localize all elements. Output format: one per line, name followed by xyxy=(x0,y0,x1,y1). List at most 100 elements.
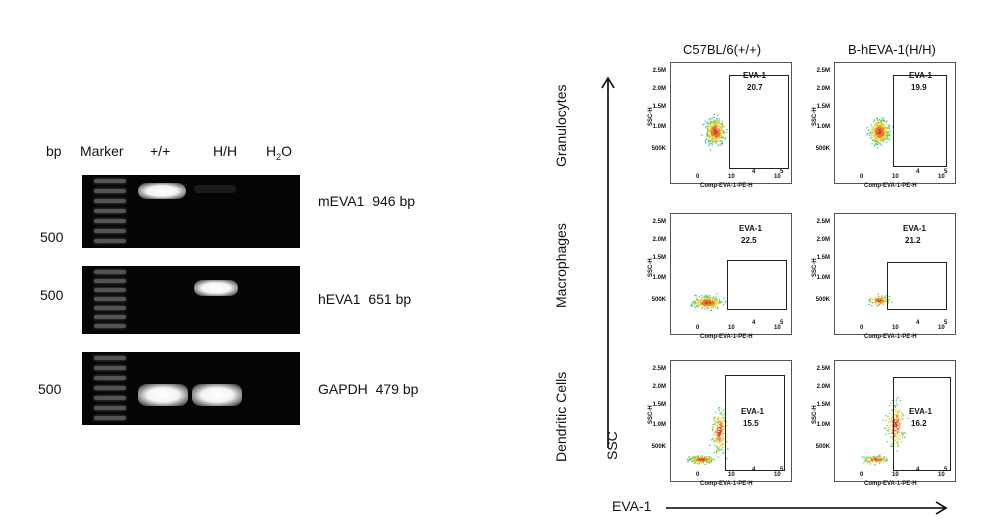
y-tick-label: 2.5M xyxy=(816,366,830,372)
y-tick-label: 1.0M xyxy=(652,422,666,428)
y-tick-label: 1.0M xyxy=(652,124,666,130)
panel-x-axis-label: Comp-EVA-1-PE-H xyxy=(700,334,753,340)
scatter-cloud xyxy=(866,117,894,149)
size-label-500-1: 500 xyxy=(40,229,64,245)
x-tick-label: 0 xyxy=(860,325,864,331)
gate-box xyxy=(727,260,787,310)
scatter-cloud xyxy=(701,113,728,151)
y-tick-label: 1.0M xyxy=(816,422,830,428)
x-tick-label: 0 xyxy=(696,325,700,331)
y-tick-label: 2.0M xyxy=(652,86,666,92)
y-tick-label: 1.5M xyxy=(652,255,666,261)
y-tick-label: 2.0M xyxy=(816,384,830,390)
panel-y-axis-label: SSC-H xyxy=(812,107,818,126)
y-tick-label: 2.0M xyxy=(652,237,666,243)
x-tick-label: 5 xyxy=(780,320,784,326)
y-tick-label: 1.5M xyxy=(816,402,830,408)
gate-box xyxy=(729,75,789,169)
flow-panel-2-1: EVA-1 16.2 xyxy=(834,360,956,482)
x-tick-label: 10 xyxy=(774,174,781,180)
hh-header: H/H xyxy=(213,143,238,159)
bp-header: bp xyxy=(46,143,62,159)
panel-x-axis-label: Comp-EVA-1-PE-H xyxy=(700,481,753,487)
y-axis-arrow xyxy=(601,76,615,448)
panel-y-axis-label: SSC-H xyxy=(812,405,818,424)
x-tick-label: 10 xyxy=(892,325,899,331)
y-tick-label: 2.0M xyxy=(816,86,830,92)
x-tick-label: 10 xyxy=(728,472,735,478)
x-tick-label: 5 xyxy=(944,467,948,473)
x-tick-label: 0 xyxy=(696,174,700,180)
x-axis-arrow xyxy=(666,501,948,515)
y-tick-label: 500K xyxy=(815,444,830,450)
gate-percentage: 21.2 xyxy=(905,236,921,245)
x-tick-label: 0 xyxy=(860,174,864,180)
x-tick-label: 4 xyxy=(916,320,920,326)
size-label-500-3: 500 xyxy=(38,381,62,397)
band-wt-GAPDH xyxy=(138,384,188,406)
y-tick-label: 2.0M xyxy=(652,384,666,390)
y-tick-label: 2.5M xyxy=(652,366,666,372)
wt-header: +/+ xyxy=(150,143,171,159)
gate-name: EVA-1 xyxy=(741,407,764,416)
water-header: H2O xyxy=(266,143,293,162)
x-tick-label: 10 xyxy=(892,472,899,478)
band-hh-mEVA1-faint xyxy=(194,185,236,193)
gate-name: EVA-1 xyxy=(909,71,932,80)
x-tick-label: 10 xyxy=(938,472,945,478)
x-axis-title: EVA-1 xyxy=(612,498,652,514)
x-tick-label: 4 xyxy=(916,169,920,175)
column-header-wt: C57BL/6(+/+) xyxy=(683,42,762,57)
y-tick-label: 1.0M xyxy=(816,275,830,281)
x-tick-label: 10 xyxy=(938,174,945,180)
x-tick-label: 4 xyxy=(916,467,920,473)
flow-panel-1-0: EVA-1 22.5 xyxy=(670,213,792,335)
panel-y-axis-label: SSC-H xyxy=(648,258,654,277)
gate-name: EVA-1 xyxy=(909,407,932,416)
x-tick-label: 5 xyxy=(780,467,784,473)
band-wt-mEVA1 xyxy=(138,183,186,199)
x-tick-label: 5 xyxy=(944,320,948,326)
scatter-cloud xyxy=(686,407,729,465)
flow-panel-0-1: EVA-1 19.9 xyxy=(834,62,956,184)
x-tick-label: 5 xyxy=(780,169,784,175)
gate-box xyxy=(887,262,947,310)
gate-percentage: 19.9 xyxy=(911,83,927,92)
scatter-cloud xyxy=(861,396,909,466)
y-tick-label: 500K xyxy=(815,297,830,303)
gate-name: EVA-1 xyxy=(739,224,762,233)
y-tick-label: 500K xyxy=(651,146,666,152)
gate-box xyxy=(893,75,947,167)
gate-percentage: 20.7 xyxy=(747,83,763,92)
y-tick-label: 2.5M xyxy=(652,219,666,225)
y-axis-title: SSC xyxy=(604,431,620,460)
gene-label-GAPDH: GAPDH 479 bp xyxy=(318,381,419,397)
panel-x-axis-label: Comp-EVA-1-PE-H xyxy=(864,334,917,340)
x-tick-label: 4 xyxy=(752,320,756,326)
y-tick-label: 1.5M xyxy=(652,104,666,110)
panel-y-axis-label: SSC-H xyxy=(648,405,654,424)
scatter-cloud xyxy=(868,293,893,307)
y-tick-label: 2.5M xyxy=(652,68,666,74)
gene-label-hEVA1: hEVA1 651 bp xyxy=(318,291,412,307)
y-tick-label: 1.0M xyxy=(816,124,830,130)
gate-box xyxy=(725,375,785,471)
scatter-cloud xyxy=(690,293,727,312)
x-tick-label: 4 xyxy=(752,467,756,473)
x-tick-label: 10 xyxy=(728,325,735,331)
y-tick-label: 500K xyxy=(651,297,666,303)
x-tick-label: 4 xyxy=(752,169,756,175)
y-tick-label: 500K xyxy=(651,444,666,450)
gate-name: EVA-1 xyxy=(903,224,926,233)
gel-panel-GAPDH xyxy=(82,352,300,425)
gene-label-mEVA1: mEVA1 946 bp xyxy=(318,193,416,209)
x-tick-label: 10 xyxy=(892,174,899,180)
y-tick-label: 500K xyxy=(815,146,830,152)
x-tick-label: 10 xyxy=(774,472,781,478)
row-label-macrophages: Macrophages xyxy=(553,223,569,308)
gate-percentage: 22.5 xyxy=(741,236,757,245)
x-tick-label: 10 xyxy=(938,325,945,331)
marker-header: Marker xyxy=(80,143,124,159)
column-header-hh: B-hEVA-1(H/H) xyxy=(848,42,936,57)
y-tick-label: 1.5M xyxy=(652,402,666,408)
